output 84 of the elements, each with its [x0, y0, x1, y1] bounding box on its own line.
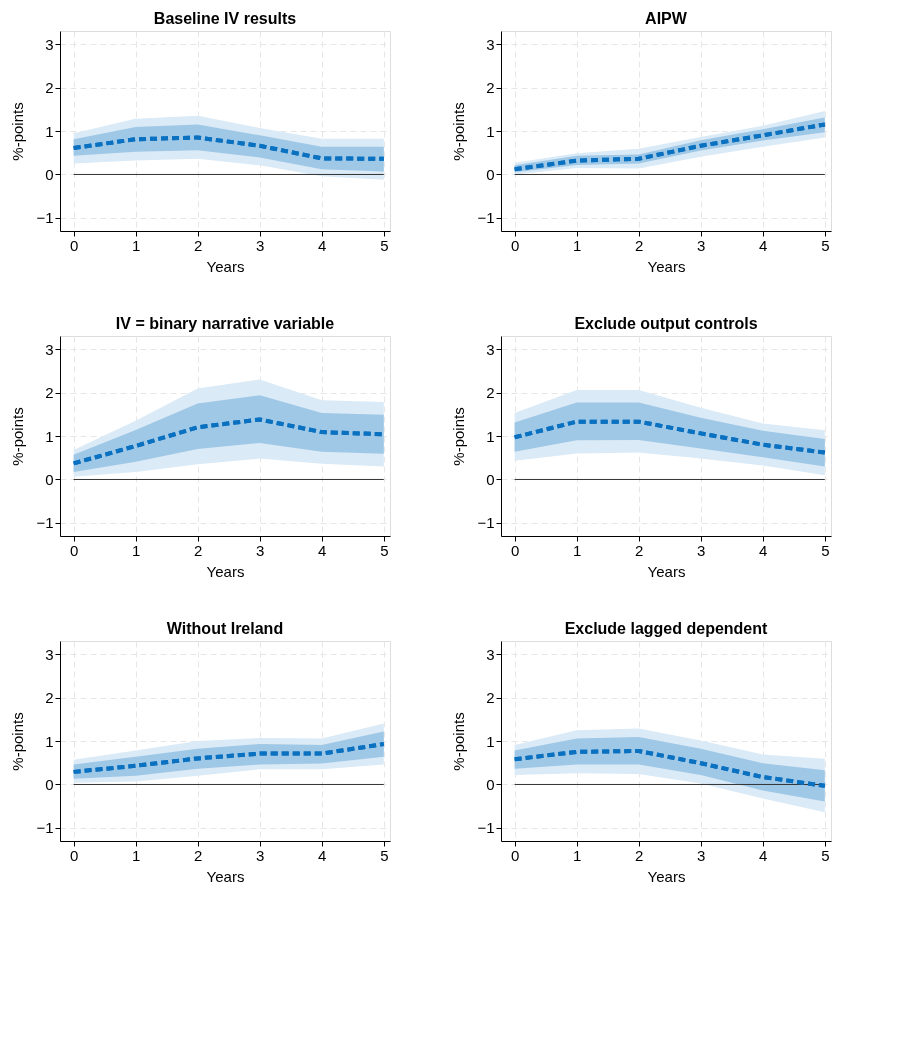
y-tick-label: 0 — [486, 775, 495, 793]
y-tick-label: −1 — [477, 819, 495, 837]
x-axis-title: Years — [206, 867, 245, 885]
x-axis-title: Years — [206, 562, 245, 580]
x-tick-label: 1 — [132, 846, 141, 864]
x-axis-title: Years — [647, 867, 686, 885]
x-tick-label: 2 — [635, 541, 644, 559]
y-tick-label: 2 — [45, 79, 54, 97]
y-tick-label: 0 — [486, 470, 495, 488]
chart-title: Without Ireland — [166, 620, 284, 637]
x-tick-label: 5 — [821, 846, 830, 864]
x-tick-label: 5 — [380, 236, 389, 254]
y-tick-label: 3 — [45, 35, 54, 53]
x-tick-label: 5 — [821, 236, 830, 254]
x-tick-label: 2 — [194, 846, 203, 864]
y-tick-label: 1 — [45, 427, 54, 445]
chart-title: AIPW — [645, 10, 688, 27]
x-tick-label: 5 — [380, 541, 389, 559]
chart-title: Baseline IV results — [153, 10, 297, 27]
y-tick-label: 3 — [45, 645, 54, 663]
x-tick-label: 1 — [573, 541, 582, 559]
x-tick-label: 3 — [697, 846, 706, 864]
x-tick-label: 1 — [132, 541, 141, 559]
y-tick-label: 1 — [486, 427, 495, 445]
y-tick-label: 3 — [486, 340, 495, 358]
y-axis-title: %-points — [9, 407, 27, 466]
y-tick-label: 0 — [45, 470, 54, 488]
x-tick-label: 3 — [256, 541, 265, 559]
x-tick-label: 4 — [318, 236, 327, 254]
chart-title: IV = binary narrative variable — [115, 315, 335, 332]
x-tick-label: 0 — [510, 236, 520, 254]
y-tick-label: 3 — [486, 35, 495, 53]
y-tick-label: 0 — [45, 775, 54, 793]
y-tick-label: 0 — [486, 165, 495, 183]
x-axis-title: Years — [647, 257, 686, 275]
x-tick-label: 0 — [69, 846, 79, 864]
x-tick-label: 5 — [380, 846, 389, 864]
x-tick-label: 3 — [697, 541, 706, 559]
y-tick-label: 2 — [486, 689, 495, 707]
y-tick-label: 1 — [486, 122, 495, 140]
y-tick-label: 0 — [45, 165, 54, 183]
x-tick-label: 0 — [510, 846, 520, 864]
y-tick-label: −1 — [36, 819, 54, 837]
x-tick-label: 1 — [573, 236, 582, 254]
y-tick-label: 2 — [45, 689, 54, 707]
x-tick-label: 0 — [69, 541, 79, 559]
y-tick-label: 2 — [486, 79, 495, 97]
y-axis-title: %-points — [9, 712, 27, 771]
y-tick-label: −1 — [477, 209, 495, 227]
y-tick-label: 1 — [45, 732, 54, 750]
y-tick-label: 1 — [45, 122, 54, 140]
x-tick-label: 4 — [759, 236, 768, 254]
x-tick-label: 3 — [256, 846, 265, 864]
y-tick-label: 2 — [45, 384, 54, 402]
y-tick-label: 1 — [486, 732, 495, 750]
y-tick-label: 3 — [486, 645, 495, 663]
x-tick-label: 2 — [635, 846, 644, 864]
x-tick-label: 5 — [821, 541, 830, 559]
x-tick-label: 3 — [256, 236, 265, 254]
x-axis-title: Years — [647, 562, 686, 580]
chart-title: Exclude output controls — [574, 315, 758, 332]
x-tick-label: 4 — [759, 846, 768, 864]
x-tick-label: 1 — [573, 846, 582, 864]
y-tick-label: −1 — [36, 209, 54, 227]
chart-title: Exclude lagged dependent — [564, 620, 769, 637]
y-tick-label: 3 — [45, 340, 54, 358]
x-tick-label: 4 — [318, 541, 327, 559]
y-tick-label: 2 — [486, 384, 495, 402]
y-axis-title: %-points — [450, 102, 468, 161]
x-tick-label: 4 — [318, 846, 327, 864]
x-tick-label: 2 — [635, 236, 644, 254]
x-tick-label: 4 — [759, 541, 768, 559]
y-axis-title: %-points — [9, 102, 27, 161]
y-tick-label: −1 — [477, 514, 495, 532]
x-tick-label: 3 — [697, 236, 706, 254]
y-axis-title: %-points — [450, 712, 468, 771]
x-axis-title: Years — [206, 257, 245, 275]
y-tick-label: −1 — [36, 514, 54, 532]
x-tick-label: 2 — [194, 541, 203, 559]
x-tick-label: 0 — [69, 236, 79, 254]
y-axis-title: %-points — [450, 407, 468, 466]
x-tick-label: 0 — [510, 541, 520, 559]
x-tick-label: 2 — [194, 236, 203, 254]
x-tick-label: 1 — [132, 236, 141, 254]
